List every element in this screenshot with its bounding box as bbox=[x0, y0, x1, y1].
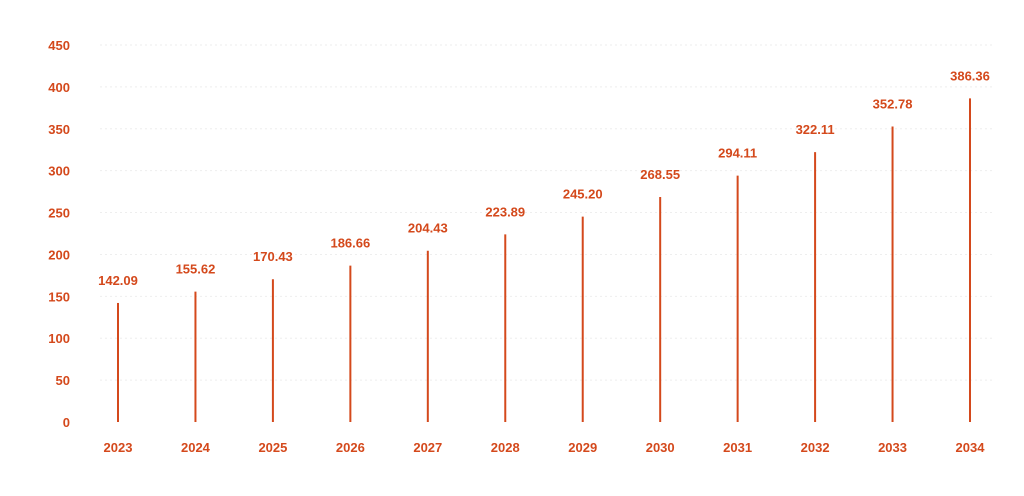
y-tick-label: 150 bbox=[48, 289, 70, 304]
value-label: 245.20 bbox=[563, 187, 603, 202]
x-tick-label: 2023 bbox=[104, 440, 133, 455]
value-label: 170.43 bbox=[253, 249, 293, 264]
x-tick-label: 2033 bbox=[878, 440, 907, 455]
y-tick-label: 450 bbox=[48, 38, 70, 53]
value-label: 186.66 bbox=[330, 236, 370, 251]
x-axis-tick-labels: 2023 2024 2025 2026 2027 2028 2029 2030 2031 2032… bbox=[104, 440, 986, 455]
x-tick-label: 2028 bbox=[491, 440, 520, 455]
y-axis-tick-labels: 0 50 100 150 200 250 300 350 400 450 bbox=[48, 38, 70, 430]
value-label: 386.36 bbox=[950, 68, 990, 83]
y-tick-label: 100 bbox=[48, 331, 70, 346]
value-label: 223.89 bbox=[485, 204, 525, 219]
y-tick-label: 200 bbox=[48, 247, 70, 262]
value-label: 322.11 bbox=[796, 122, 835, 137]
x-tick-label: 2030 bbox=[646, 440, 675, 455]
y-tick-label: 300 bbox=[48, 164, 70, 179]
y-tick-label: 0 bbox=[63, 415, 70, 430]
y-tick-label: 350 bbox=[48, 122, 70, 137]
value-label: 352.78 bbox=[873, 96, 913, 111]
value-label: 142.09 bbox=[98, 273, 138, 288]
x-tick-label: 2032 bbox=[801, 440, 830, 455]
value-label: 294.11 bbox=[718, 146, 757, 161]
x-tick-label: 2024 bbox=[181, 440, 211, 455]
value-label: 268.55 bbox=[640, 167, 680, 182]
x-tick-label: 2029 bbox=[568, 440, 597, 455]
value-label: 204.43 bbox=[408, 221, 448, 236]
grid-lines bbox=[100, 44, 992, 381]
y-tick-label: 250 bbox=[48, 206, 70, 221]
value-label: 155.62 bbox=[176, 262, 216, 277]
x-tick-label: 2025 bbox=[258, 440, 287, 455]
x-tick-label: 2027 bbox=[413, 440, 442, 455]
y-tick-label: 50 bbox=[56, 373, 70, 388]
x-tick-label: 2031 bbox=[723, 440, 752, 455]
x-tick-label: 2034 bbox=[956, 440, 986, 455]
x-tick-label: 2026 bbox=[336, 440, 365, 455]
data-value-labels: 142.09 155.62 170.43 186.66 204.43 223.89 245.… bbox=[98, 68, 990, 288]
y-tick-label: 400 bbox=[48, 80, 70, 95]
data-stems bbox=[117, 98, 971, 422]
